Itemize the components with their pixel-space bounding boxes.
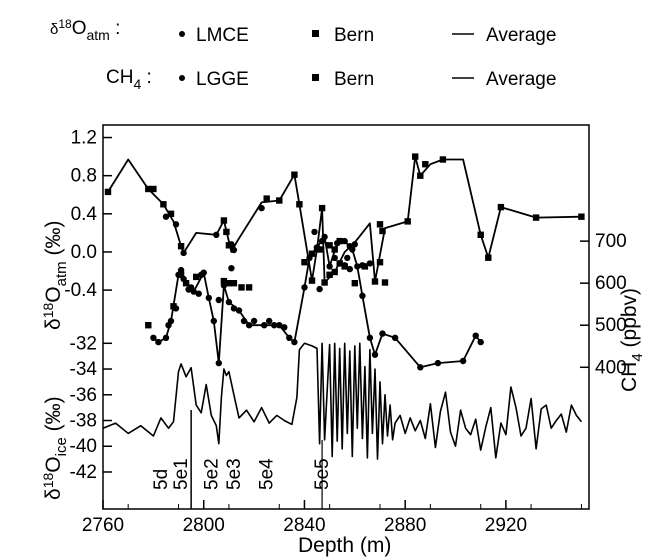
point-d18o-atm-bern <box>381 279 389 286</box>
point-ch4-bern <box>336 237 343 245</box>
legend-marker-lgge <box>179 75 185 81</box>
y-tick-label-d18o-ice: -42 <box>70 462 97 483</box>
event-label-5d: 5d <box>151 469 172 490</box>
point-ch4-bern <box>238 284 245 291</box>
y-tick-label-d18o-atm: 0.4 <box>71 204 98 225</box>
y-tick-label-d18o-atm: 0.0 <box>71 242 97 263</box>
point-ch4-bern <box>193 273 200 281</box>
point-d18o-atm-bern <box>379 227 386 235</box>
y-tick-label-ch4: 700 <box>595 231 627 252</box>
event-label-5e1: 5e1 <box>171 458 192 490</box>
point-ch4-bern <box>225 280 233 287</box>
legend-average-ch4: Average <box>486 69 556 90</box>
point-ch4-bern <box>145 322 152 329</box>
x-axis-label: Depth (m) <box>298 534 391 557</box>
event-label-5e3: 5e3 <box>224 458 245 490</box>
point-ch4-lgge <box>250 317 258 325</box>
point-d18o-atm-lmce <box>316 285 323 293</box>
point-d18o-atm-bern <box>376 221 384 228</box>
point-ch4-lgge <box>266 317 273 325</box>
legend-bern-d18o: Bern <box>334 25 374 46</box>
event-labels: 5d 5e1 5e2 5e3 5e4 5e5 <box>151 410 333 509</box>
point-d18o-atm-bern <box>422 161 429 168</box>
y-tick-label-d18o-ice: -38 <box>70 411 97 432</box>
legend-marker-lmce <box>179 31 185 37</box>
point-ch4-bern <box>361 263 369 270</box>
point-ch4-bern <box>220 277 228 285</box>
y-tick-label-d18o-ice: -36 <box>70 385 97 406</box>
point-d18o-atm-bern <box>150 185 157 193</box>
point-ch4-bern <box>301 259 308 266</box>
x-tick-label: 2760 <box>82 515 124 536</box>
point-d18o-atm-bern <box>326 271 333 278</box>
y-tick-label-d18o-atm: -0.4 <box>64 280 97 301</box>
y-tick-label-d18o-ice: -40 <box>70 436 97 457</box>
y-tick-label-d18o-atm: 1.2 <box>71 128 97 149</box>
point-ch4-bern <box>341 263 348 270</box>
point-d18o-atm-lmce <box>346 265 353 273</box>
point-d18o-atm-lmce <box>228 265 235 272</box>
legend-lmce: LMCE <box>196 25 249 46</box>
point-d18o-atm-lmce <box>311 228 318 236</box>
point-ch4-lgge <box>195 290 202 297</box>
legend-row2-label: CH4 : <box>106 67 152 92</box>
plot-frame <box>102 124 590 510</box>
legend-row1-label: δ18Oatm : <box>50 17 120 43</box>
point-d18o-atm-lmce <box>366 260 374 267</box>
point-d18o-atm-lmce <box>162 213 170 220</box>
legend-bern-ch4: Bern <box>334 69 374 90</box>
legend-marker-bern-ch4 <box>312 74 319 81</box>
point-d18o-atm-bern <box>263 195 270 202</box>
point-ch4-lgge <box>344 254 351 262</box>
y-tick-label-d18o-ice: -34 <box>70 359 98 380</box>
legend: δ18Oatm : LMCE Bern Average CH4 : LGGE B… <box>50 17 556 92</box>
y-tick-label-d18o-atm: 0.8 <box>71 166 97 187</box>
x-tick-label: 2800 <box>183 515 225 536</box>
point-ch4-lgge <box>215 296 222 304</box>
x-tick-label: 2880 <box>384 515 426 536</box>
point-ch4-bern <box>245 284 253 291</box>
y-axis-label-d18o-atm: δ18Oatm (‰) <box>40 221 70 330</box>
data-series <box>102 153 585 460</box>
axis-ticks: 2760 2800 2840 2880 2920 -0.4 0.0 0.4 0.8 1.2 400 5… <box>64 128 626 536</box>
y-tick-label-d18o-ice: -32 <box>70 333 97 354</box>
y-tick-label-ch4: 400 <box>595 357 627 378</box>
point-ch4-bern <box>177 271 185 278</box>
event-label-5e4: 5e4 <box>257 458 278 490</box>
series-line-ch4-average <box>152 235 482 369</box>
point-d18o-atm-bern <box>167 210 175 217</box>
legend-average-d18o: Average <box>486 25 556 46</box>
point-ch4-bern <box>230 280 238 287</box>
event-label-5e2: 5e2 <box>201 458 222 490</box>
x-tick-label: 2840 <box>283 515 325 536</box>
point-ch4-bern <box>326 242 333 249</box>
legend-lgge: LGGE <box>196 69 249 90</box>
point-ch4-bern <box>376 259 384 266</box>
y-axis-label-d18o-ice: δ18Oice (‰) <box>40 396 70 500</box>
series-line-d18o-atm-average <box>107 155 582 284</box>
series-line-d18o-ice-18oice <box>102 342 583 460</box>
y-tick-label-ch4: 600 <box>595 273 627 294</box>
x-tick-label: 2920 <box>485 515 527 536</box>
point-ch4-bern <box>351 280 358 287</box>
point-ch4-bern <box>316 246 323 253</box>
legend-marker-bern-d18o <box>312 30 319 37</box>
y-tick-label-ch4: 500 <box>595 315 627 336</box>
